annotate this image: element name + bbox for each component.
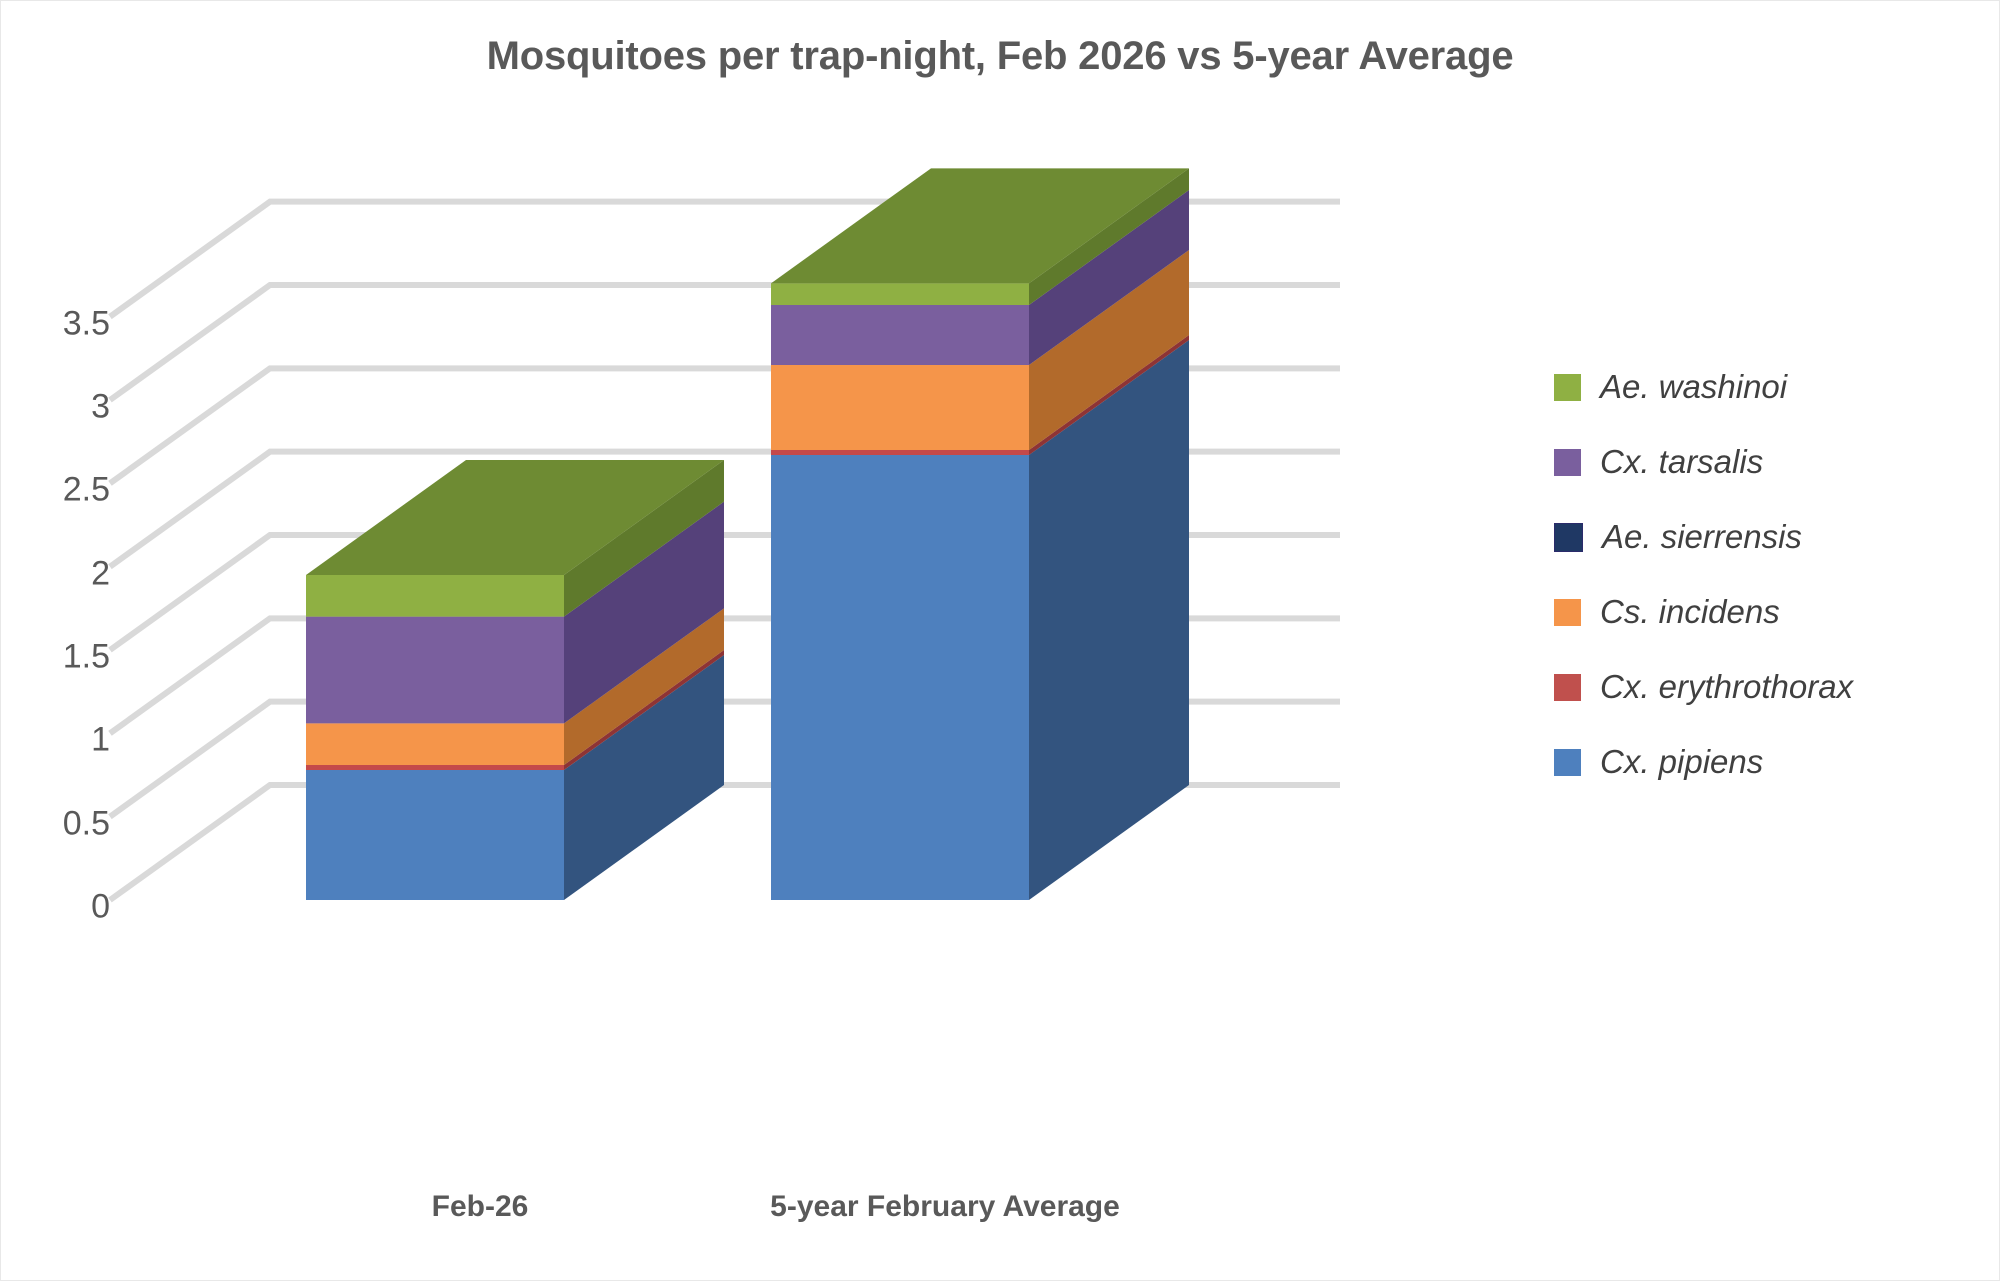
chart-legend: Ae. washinoi Cx. tarsalis Ae. sierrensis Cs… (1554, 368, 1974, 820)
legend-item-label: Cx. erythrothorax (1600, 668, 1854, 705)
bars-group (306, 168, 1189, 900)
legend-item-label: Cs. incidens (1600, 593, 1780, 630)
bar-segment-side (1029, 168, 1189, 305)
bar-segment-front (306, 575, 564, 617)
bar-segment-front (771, 283, 1029, 305)
bar-stack (771, 168, 1189, 900)
y-axis-tick-label: 3 (91, 387, 110, 426)
legend-color-swatch (1554, 522, 1583, 552)
legend-color-swatch (1554, 748, 1581, 776)
legend-color-swatch (1554, 673, 1581, 701)
bar-stack (306, 460, 724, 900)
legend-item[interactable]: Cx. erythrothorax (1554, 668, 1974, 705)
bar-top-face (306, 460, 724, 575)
legend-item[interactable]: Cx. tarsalis (1554, 443, 1974, 480)
legend-item-label: Cx. pipiens (1600, 743, 1764, 780)
legend-item[interactable]: Cs. incidens (1554, 593, 1974, 630)
legend-color-swatch (1554, 598, 1581, 626)
bar-top-face (771, 168, 1189, 284)
bar-segment-side (1029, 190, 1189, 365)
bar-segment-front (306, 770, 564, 900)
bar-segment-front (771, 365, 1029, 450)
bar-segment-side (1029, 340, 1189, 900)
bar-segment-side (564, 460, 724, 617)
legend-color-swatch (1554, 448, 1581, 476)
bar-segment-side (564, 655, 724, 900)
bar-segment-side (564, 650, 724, 770)
chart-title: Mosquitoes per trap-night, Feb 2026 vs 5… (486, 34, 1514, 78)
y-axis-tick-label: 3.5 (62, 304, 110, 343)
bar-segment-front (306, 723, 564, 765)
legend-item[interactable]: Cx. pipiens (1554, 743, 1974, 780)
legend-color-swatch (1554, 373, 1581, 401)
y-axis-tick-label: 1.5 (62, 637, 110, 676)
legend-item[interactable]: Ae. washinoi (1554, 368, 1974, 405)
y-axis-tick-label: 0 (91, 887, 110, 926)
bar-segment-front (771, 305, 1029, 365)
plot-area (0, 110, 1560, 1170)
x-axis-tick-label: Feb-26 (431, 1190, 529, 1223)
y-axis-tick-label: 2 (91, 554, 110, 593)
bar-segment-side (564, 608, 724, 765)
bar-segment-front (306, 765, 564, 770)
legend-item-label: Ae. washinoi (1600, 368, 1788, 405)
bar-segment-front (306, 616, 564, 724)
bar-segment-side (1029, 335, 1189, 455)
y-axis-tick-label: 2.5 (62, 470, 110, 509)
y-axis-tick-label: 0.5 (62, 804, 110, 843)
plot-svg (108, 168, 1340, 903)
bar-segment-front (771, 455, 1029, 900)
legend-item-label: Ae. sierrensis (1602, 518, 1802, 555)
x-axis-tick-label: 5-year February Average (770, 1190, 1120, 1223)
y-axis-tick-label: 1 (91, 720, 110, 759)
legend-item[interactable]: Ae. sierrensis (1554, 518, 1974, 555)
legend-item-label: Cx. tarsalis (1600, 443, 1764, 480)
bar-segment-side (564, 501, 724, 724)
bar-segment-side (1029, 250, 1189, 450)
bar-segment-front (771, 450, 1029, 455)
